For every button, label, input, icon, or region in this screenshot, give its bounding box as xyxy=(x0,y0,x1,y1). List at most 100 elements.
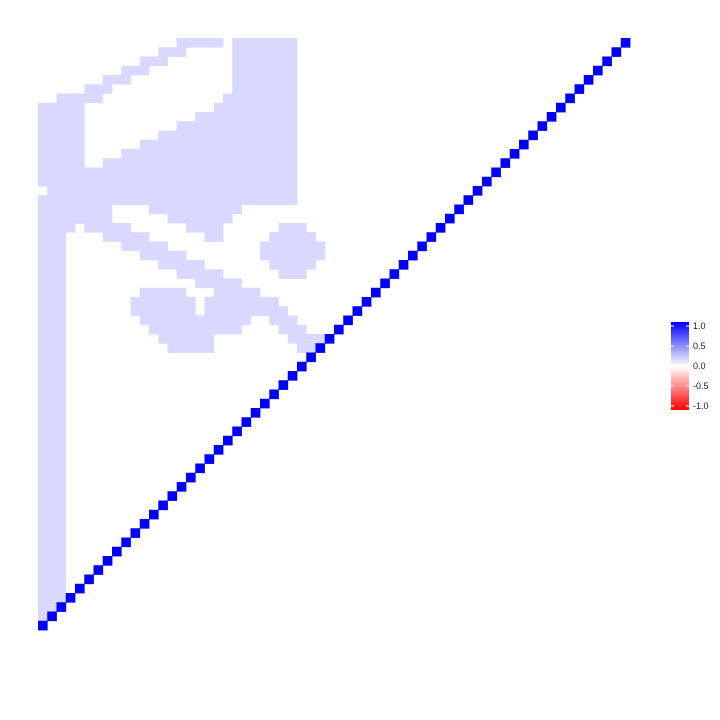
diagonal-cell xyxy=(500,158,511,168)
heatmap-cell xyxy=(130,306,196,316)
diagonal-cell xyxy=(260,398,270,409)
heatmap-cell xyxy=(232,65,298,76)
heatmap-cell xyxy=(149,204,242,215)
diagonal-cell xyxy=(435,223,446,233)
heatmap-cell xyxy=(195,112,298,122)
diagonal-cell xyxy=(528,130,538,141)
diagonal-cell xyxy=(204,454,215,464)
heatmap-cell xyxy=(223,93,298,104)
heatmap-cell xyxy=(84,167,298,178)
heatmap-cell xyxy=(158,130,298,141)
heatmap-cell xyxy=(38,565,67,575)
heatmap-cell xyxy=(38,546,67,557)
diagonal-cell xyxy=(463,195,474,205)
diagonal-cell xyxy=(408,250,418,261)
diagonal-cell xyxy=(75,583,85,594)
heatmap-cell xyxy=(38,472,67,483)
diagonal-cell xyxy=(65,593,76,603)
heatmap-cell xyxy=(213,324,242,335)
heatmap-cell xyxy=(38,574,67,585)
heatmap-cell xyxy=(38,352,67,363)
diagonal-cell xyxy=(241,417,252,427)
diagonal-cell xyxy=(232,426,242,437)
heatmap-cell xyxy=(38,343,67,353)
heatmap-cell xyxy=(38,593,67,603)
diagonal-cell xyxy=(297,361,307,372)
heatmap-cell xyxy=(102,75,131,85)
heatmap-cell xyxy=(38,426,67,437)
legend-colorbar xyxy=(671,322,689,410)
heatmap-cell xyxy=(195,278,242,289)
heatmap-cell xyxy=(139,139,298,150)
diagonal-cell xyxy=(250,408,261,418)
diagonal-cell xyxy=(102,556,113,566)
heatmap-cell xyxy=(47,186,298,196)
heatmap-cell xyxy=(176,38,224,48)
diagonal-cell xyxy=(306,352,316,363)
diagonal-cell xyxy=(324,334,335,344)
diagonal-cell xyxy=(186,472,196,483)
heatmap-cell xyxy=(38,491,67,501)
diagonal-cell xyxy=(593,65,603,76)
heatmap-cell xyxy=(38,324,67,335)
heatmap-cell xyxy=(38,269,67,279)
heatmap-cell xyxy=(269,232,316,242)
heatmap-cell xyxy=(102,232,150,242)
diagonal-cell xyxy=(620,38,631,48)
diagonal-cell xyxy=(315,343,326,353)
diagonal-cell xyxy=(213,445,224,455)
heatmap-cell xyxy=(38,149,85,159)
legend-tick-label: -0.5 xyxy=(693,381,709,391)
heatmap-cell xyxy=(176,269,224,279)
heatmap-cell xyxy=(130,297,196,307)
heatmap-cell xyxy=(38,121,85,131)
heatmap-cell xyxy=(38,556,67,566)
heatmap-cell xyxy=(38,417,67,427)
heatmap-cell xyxy=(287,334,326,344)
diagonal-cell xyxy=(343,315,353,326)
heatmap-cell xyxy=(38,408,67,418)
legend-tick-label: 0.5 xyxy=(693,341,706,351)
heatmap-cell xyxy=(38,398,67,409)
diagonal-cell xyxy=(537,121,548,131)
heatmap-cell xyxy=(38,241,67,252)
heatmap-cell xyxy=(38,306,67,316)
heatmap-cell xyxy=(56,93,104,104)
heatmap-cell xyxy=(204,306,261,316)
diagonal-cell xyxy=(112,546,122,557)
heatmap-cell xyxy=(38,112,85,122)
heatmap-cell xyxy=(38,223,76,233)
heatmap-cell xyxy=(38,158,85,168)
diagonal-cell xyxy=(223,435,233,446)
heatmap-cell xyxy=(38,583,67,594)
heatmap-cell xyxy=(38,176,85,187)
diagonal-cell xyxy=(176,482,187,492)
legend-tick-label: 1.0 xyxy=(693,321,706,331)
heatmap-cell xyxy=(204,297,261,307)
heatmap-cell xyxy=(213,102,298,113)
heatmap-cell xyxy=(84,223,131,233)
heatmap-cell xyxy=(158,334,215,344)
diagonal-cell xyxy=(546,112,557,122)
heatmap-cell xyxy=(38,232,67,242)
diagonal-cell xyxy=(565,93,575,104)
heatmap-cell xyxy=(176,121,298,131)
diagonal-cell xyxy=(334,324,344,335)
heatmap-cell xyxy=(167,213,233,224)
heatmap-cell xyxy=(38,509,67,520)
heatmap-cell xyxy=(158,47,187,57)
diagonal-cell xyxy=(352,306,363,316)
heatmap-cell xyxy=(139,250,187,261)
diagonal-cell xyxy=(158,500,168,511)
heatmap-cell xyxy=(139,56,168,67)
heatmap-cell xyxy=(186,223,224,233)
heatmap-cell xyxy=(38,315,67,326)
heatmap-cell xyxy=(38,250,67,261)
heatmap-cell xyxy=(158,260,205,270)
heatmap-cell xyxy=(213,287,252,298)
diagonal-cell xyxy=(371,287,381,298)
heatmap-cell xyxy=(38,445,67,455)
heatmap-cell xyxy=(260,250,326,261)
diagonal-cell xyxy=(121,537,131,548)
